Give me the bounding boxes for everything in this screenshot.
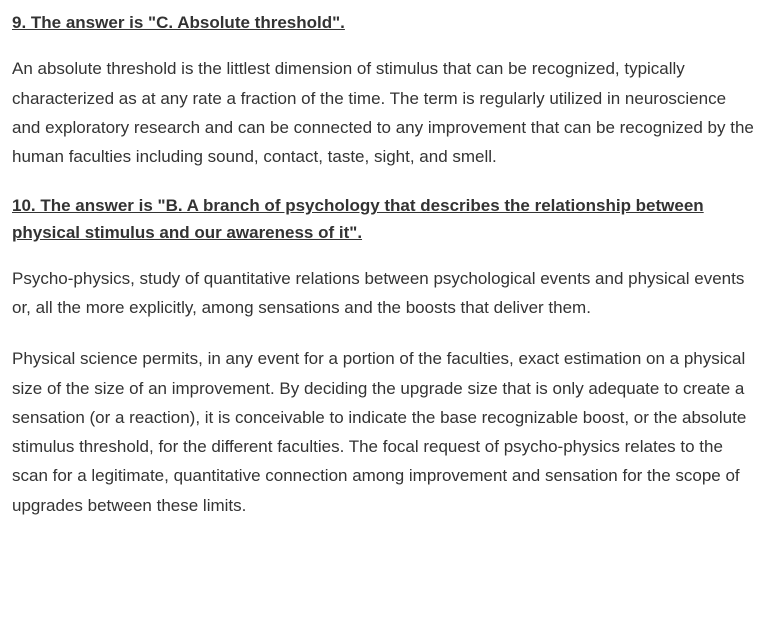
answer-10-paragraph-2: Physical science permits, in any event f… bbox=[12, 344, 759, 519]
answer-9-heading: 9. The answer is "C. Absolute threshold"… bbox=[12, 10, 759, 36]
answer-10-heading: 10. The answer is "B. A branch of psycho… bbox=[12, 193, 759, 246]
answer-9-paragraph-1: An absolute threshold is the littlest di… bbox=[12, 54, 759, 171]
answer-10-paragraph-1: Psycho-physics, study of quantitative re… bbox=[12, 264, 759, 322]
